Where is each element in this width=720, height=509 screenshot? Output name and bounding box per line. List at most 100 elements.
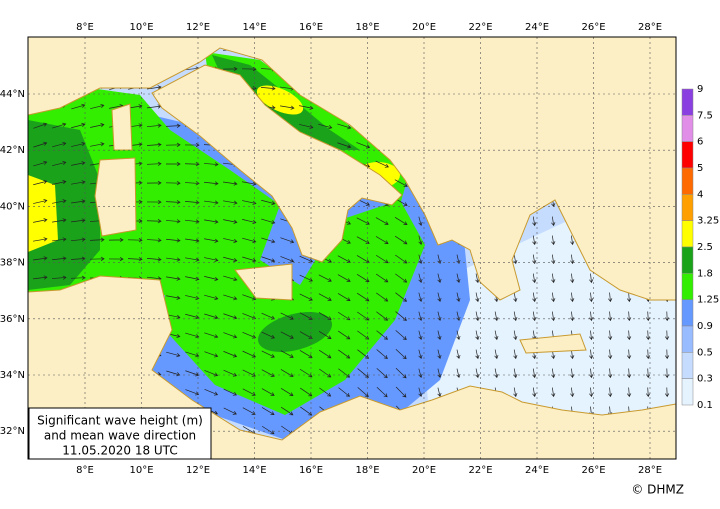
- wave-arrow: [204, 219, 219, 224]
- wave-arrow: [261, 256, 276, 263]
- wave-arrow: [456, 349, 461, 360]
- wave-arrow: [280, 350, 294, 358]
- wave-arrow: [280, 331, 294, 339]
- wave-arrow: [223, 332, 238, 339]
- land: [151, 64, 403, 263]
- map-frame: [27, 36, 677, 460]
- wave-arrow: [90, 123, 105, 128]
- wave-arrow: [394, 235, 408, 245]
- colorbar-label: 7.5: [697, 110, 713, 121]
- wave-arrow: [204, 313, 219, 320]
- wave-arrow: [261, 237, 276, 244]
- wave-arrow: [185, 389, 200, 396]
- wave-arrow: [338, 387, 350, 397]
- wave-arrow: [280, 256, 295, 263]
- wave-arrow: [664, 387, 670, 398]
- wave-arrow: [185, 313, 200, 320]
- wave-arrow: [165, 219, 181, 224]
- wave-arrow: [589, 330, 594, 341]
- wave-arrow: [299, 331, 313, 339]
- wave-arrow: [338, 330, 351, 340]
- wave-arrow: [185, 332, 200, 339]
- land: [28, 37, 676, 301]
- wave-arrow: [52, 199, 67, 204]
- colorbar-segment: [681, 325, 694, 353]
- wave-arrow: [89, 237, 105, 242]
- lon-label: 28°E: [638, 465, 662, 476]
- colorbar-label: 3.25: [697, 216, 719, 227]
- wave-arrow: [166, 257, 181, 262]
- wave-arrow: [204, 257, 219, 262]
- wave-arrow: [437, 273, 442, 284]
- wave-arrow: [166, 276, 181, 281]
- wave-arrow: [376, 330, 388, 340]
- colorbar-label: 9: [697, 84, 703, 95]
- wave-arrow: [184, 200, 200, 205]
- wave-arrow: [33, 218, 48, 223]
- wave-arrow: [418, 235, 423, 246]
- wave-arrow: [646, 349, 651, 360]
- wave-arrow: [242, 331, 257, 339]
- wave-arrow: [375, 236, 389, 244]
- wave-arrow: [71, 180, 86, 185]
- colorbar-segment: [681, 352, 694, 379]
- wave-arrow: [261, 388, 275, 396]
- wave-arrow: [318, 331, 332, 340]
- wave-arrow: [589, 368, 594, 379]
- wave-arrow: [375, 217, 389, 225]
- land: [519, 333, 587, 354]
- lon-label: 26°E: [581, 465, 605, 476]
- wave-arrow: [52, 160, 67, 167]
- wave-arrow: [52, 141, 67, 148]
- wave-arrow: [185, 257, 200, 262]
- wave-arrow: [146, 161, 162, 166]
- wave-arrow: [551, 292, 556, 303]
- wave-arrow: [108, 256, 124, 262]
- wave-arrow: [223, 256, 238, 263]
- wave-arrow: [184, 162, 200, 167]
- wave-arrow: [357, 387, 369, 398]
- colorbar-segment: [681, 246, 694, 274]
- wave-arrow: [299, 274, 313, 282]
- wave-arrow: [185, 351, 200, 358]
- wave-arrow: [146, 219, 162, 224]
- wave-arrow: [418, 349, 423, 360]
- colorbar: 9 7.5 6 5 4 3.25 2.5 1.8 1.25 0.9 0.5 0.3 0.1: [681, 84, 719, 411]
- wave-arrow: [242, 407, 256, 415]
- land: [234, 263, 293, 301]
- wave-arrow: [437, 254, 442, 265]
- wave-arrow: [376, 273, 389, 283]
- caption-line: 11.05.2020 18 UTC: [62, 444, 177, 458]
- lat-label: 38°N: [0, 258, 25, 269]
- wave-arrow: [242, 388, 256, 396]
- wave-arrow: [357, 368, 369, 378]
- wave-arrow: [532, 387, 537, 398]
- wave-arrow: [532, 292, 537, 303]
- wave-arrow: [127, 257, 143, 262]
- lat-label: 32°N: [0, 426, 25, 437]
- wave-arrow: [223, 407, 237, 415]
- wave-arrow: [608, 368, 613, 379]
- wave-arrow: [280, 406, 294, 416]
- wave-arrow: [570, 254, 575, 265]
- wave-arrow: [376, 292, 389, 302]
- wave-arrow: [261, 407, 275, 415]
- wave-arrow: [242, 350, 257, 358]
- wave-arrow: [418, 254, 423, 265]
- wave-arrow: [375, 254, 389, 264]
- wave-arrow: [456, 292, 461, 303]
- lat-label: 34°N: [0, 370, 25, 381]
- wave-arrow: [627, 387, 632, 398]
- wave-arrow: [475, 330, 480, 341]
- colorbar-label: 5: [697, 163, 703, 174]
- wave-arrow: [185, 295, 200, 300]
- wave-arrow: [532, 216, 537, 227]
- wave-arrow: [223, 238, 238, 243]
- wave-arrow: [337, 293, 351, 301]
- wave-arrow: [33, 122, 48, 129]
- lon-label: 16°E: [299, 465, 323, 476]
- wave-arrow: [280, 369, 294, 377]
- colorbar-segment: [681, 378, 694, 406]
- wave-arrow: [146, 257, 162, 262]
